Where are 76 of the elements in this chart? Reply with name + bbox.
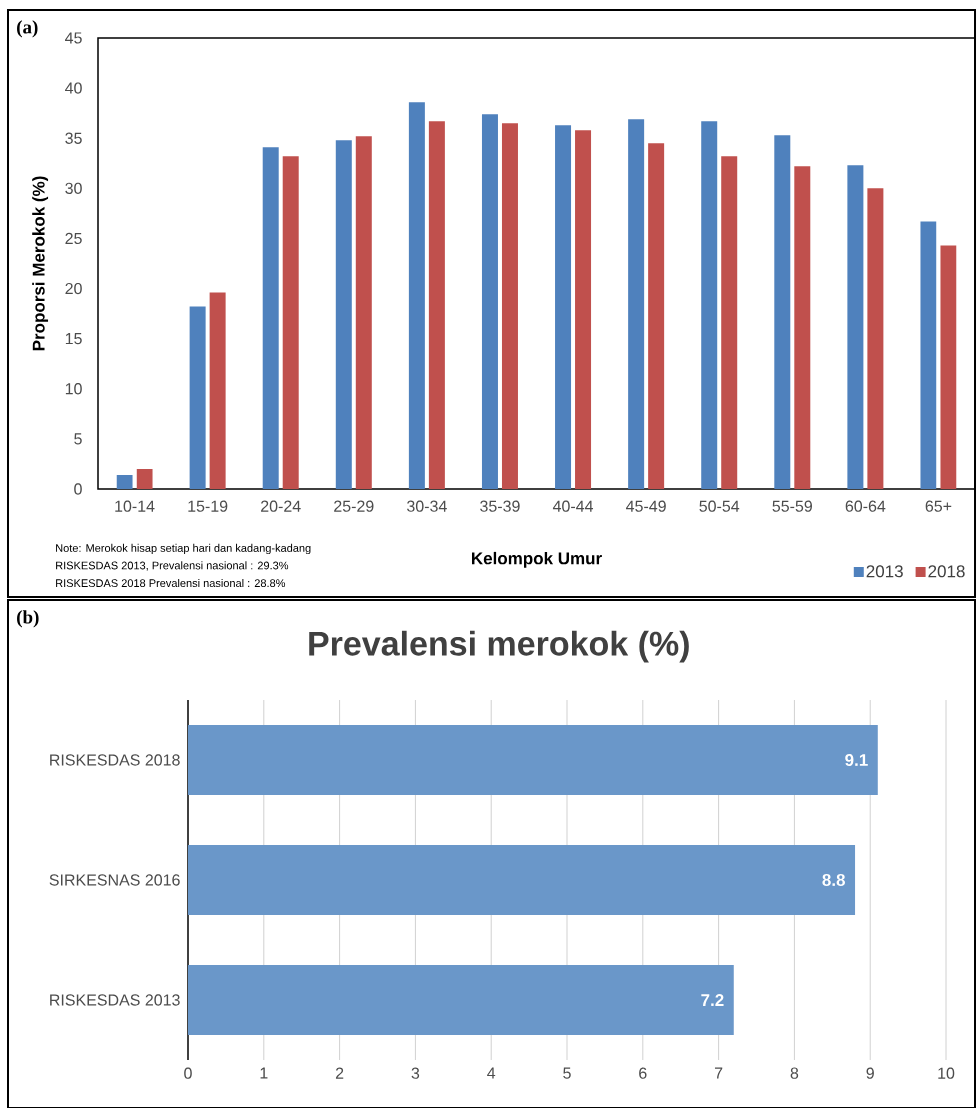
bar (408, 102, 425, 489)
bar (428, 121, 445, 489)
y-tick-label: 40 (65, 82, 82, 94)
x-tick-label: 25-29 (334, 500, 374, 512)
bar (501, 123, 518, 489)
x-tick-label: 55-59 (772, 500, 812, 512)
x-tick-label: 0 (184, 1067, 192, 1079)
x-tick-label: 10 (938, 1067, 955, 1079)
x-tick-label: 35-39 (480, 500, 520, 512)
data-label: 8.8 (822, 873, 845, 887)
bar (481, 114, 498, 489)
bar (555, 125, 572, 489)
bar (188, 845, 856, 915)
bar (355, 136, 372, 489)
x-tick-label: 50-54 (699, 500, 740, 512)
y-tick-label: 5 (74, 433, 82, 445)
text: Note: Merokok hisap setiap hari dan kadang-kadang (56, 543, 311, 555)
chart-title: Prevalensi merokok (%) (309, 630, 689, 663)
y-tick-label: 35 (65, 132, 82, 144)
x-tick-label: 65+ (925, 500, 952, 512)
bar (920, 221, 937, 489)
bar (209, 292, 226, 489)
y-tick-label: 15 (65, 333, 82, 345)
bar (628, 119, 645, 489)
y-axis-title: Proporsi Merokok (%) (32, 176, 49, 351)
bar (575, 130, 592, 489)
bar (136, 468, 153, 489)
bar (701, 121, 718, 489)
x-tick-label: 60-64 (845, 500, 886, 512)
x-tick-label: 40-44 (552, 500, 594, 512)
x-tick-label: 45-49 (626, 500, 666, 512)
bar (188, 725, 878, 795)
x-tick-label: 9 (866, 1067, 874, 1079)
y-tick-label: 25 (65, 232, 82, 245)
y-tick-label: 20 (65, 282, 82, 295)
legend-label: 2018 (928, 565, 965, 578)
x-axis-title: Kelompok Umur (472, 551, 602, 568)
text: RISKESDAS 2013, Prevalensi nasional : 29.3% (56, 561, 289, 571)
bar (335, 140, 352, 489)
y-tick-label: SIRKESNAS 2016 (49, 874, 180, 886)
text: RISKESDAS 2018 Prevalensi nasional : 28.8% (56, 578, 286, 588)
y-tick-label: 30 (65, 182, 82, 194)
y-tick-label: 0 (74, 483, 82, 495)
bar (188, 965, 734, 1035)
x-tick-label: 1 (260, 1067, 268, 1079)
y-tick-label: 45 (65, 32, 82, 44)
x-tick-label: 10-14 (115, 500, 155, 512)
x-tick-label: 4 (487, 1067, 496, 1079)
x-tick-label: 15-19 (188, 500, 228, 512)
bar (867, 188, 884, 489)
legend-label: 2013 (866, 565, 903, 578)
x-tick-label: 30-34 (407, 500, 447, 512)
x-tick-label: 8 (790, 1067, 799, 1079)
x-tick-label: 20-24 (261, 500, 301, 512)
bar (648, 143, 665, 489)
y-tick-label: RISKESDAS 2018 (50, 754, 180, 766)
y-tick-label: RISKESDAS 2013 (50, 994, 180, 1006)
x-tick-label: 6 (639, 1067, 647, 1079)
x-tick-label: 3 (411, 1067, 420, 1079)
bar (721, 156, 738, 489)
y-tick-label: 10 (65, 383, 82, 395)
data-label: 7.2 (701, 994, 724, 1006)
bar (940, 245, 957, 489)
bar (794, 166, 811, 489)
text: (b) (17, 610, 39, 628)
x-tick-label: 2 (335, 1067, 344, 1079)
text: (a) (17, 20, 38, 38)
data-label: 9.1 (845, 753, 868, 767)
bar (282, 156, 299, 489)
bar (262, 147, 279, 489)
bar (116, 474, 133, 489)
bar (189, 306, 206, 489)
x-tick-label: 5 (563, 1067, 571, 1079)
x-tick-label: 7 (714, 1067, 723, 1079)
bar (847, 165, 864, 489)
bar (774, 135, 791, 489)
